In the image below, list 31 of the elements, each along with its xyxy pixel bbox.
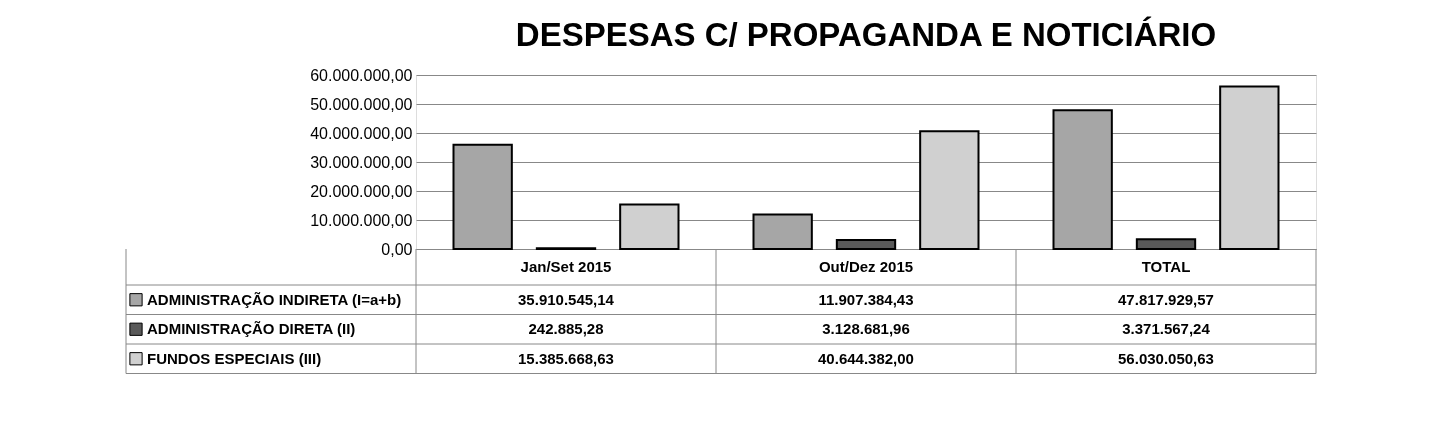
y-tick-label: 50.000.000,00 (310, 95, 413, 113)
y-tick-label: 40.000.000,00 (310, 124, 413, 142)
y-tick-label: 20.000.000,00 (310, 182, 413, 200)
bar (619, 203, 680, 250)
x-tick-label: TOTAL (1141, 257, 1191, 275)
data-label: 40.644.382,00 (818, 349, 914, 367)
chart-title: DESPESAS C/ PROPAGANDA E NOTICIÁRIO (515, 16, 1217, 53)
data-label: 15.385.668,63 (518, 349, 614, 367)
x-tick-label: Jan/Set 2015 (520, 257, 612, 275)
data-label: 35.910.545,14 (518, 290, 615, 308)
data-label: 56.030.050,63 (1118, 349, 1214, 367)
bar (1052, 109, 1113, 250)
data-label: 242.885,28 (528, 320, 604, 338)
data-label: 11.907.384,43 (818, 290, 914, 308)
legend-label: ADMINISTRAÇÃO INDIRETA (I=a+b) (147, 290, 402, 308)
bar (452, 143, 513, 250)
data-label: 3.128.681,96 (822, 320, 910, 338)
y-tick-label: 60.000.000,00 (310, 66, 413, 84)
y-tick-label: 0,00 (381, 240, 413, 258)
y-tick-label: 30.000.000,00 (310, 153, 413, 171)
legend-label: FUNDOS ESPECIAIS (III) (147, 349, 322, 367)
legend-label: ADMINISTRAÇÃO DIRETA (II) (147, 320, 356, 338)
x-tick-label: Out/Dez 2015 (818, 257, 914, 275)
bar (919, 130, 980, 250)
data-label: 3.371.567,24 (1122, 320, 1211, 338)
bar (752, 213, 813, 250)
data-label: 47.817.929,57 (1118, 290, 1214, 308)
bar (835, 238, 897, 250)
bar (1135, 238, 1197, 250)
y-tick-label: 10.000.000,00 (310, 211, 413, 229)
bar (1219, 85, 1280, 250)
